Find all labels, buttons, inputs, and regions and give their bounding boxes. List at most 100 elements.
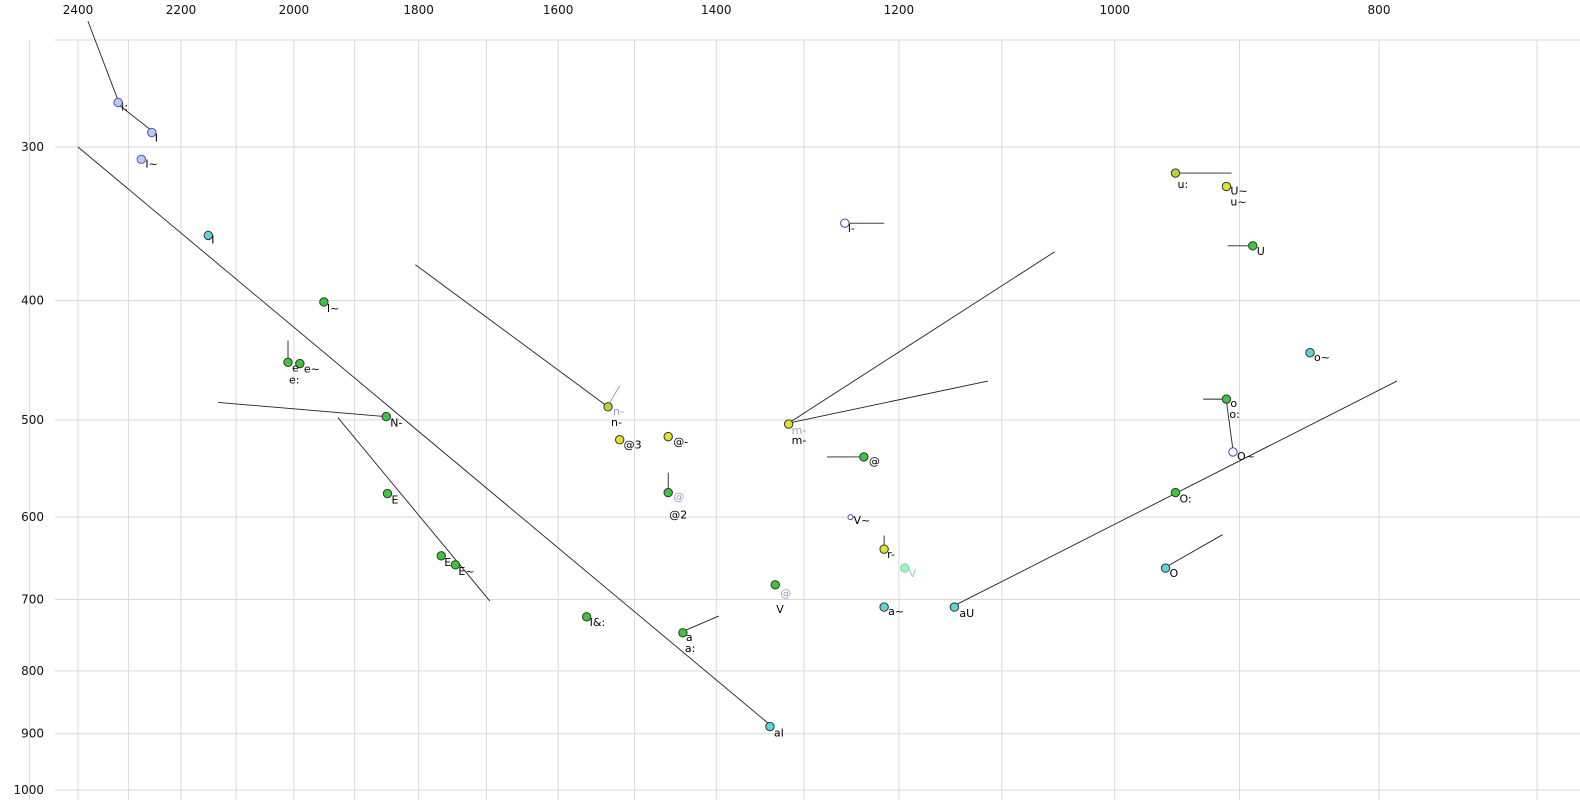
vowel-point-E[interactable] [382, 488, 393, 499]
point-label: V [909, 567, 917, 580]
point-label: o [1230, 397, 1237, 410]
y-tick-label: 800 [21, 664, 44, 678]
x-tick-label: 1400 [701, 3, 732, 17]
trajectory-line [681, 615, 720, 633]
vowel-point-@-[interactable] [663, 431, 673, 442]
point-label: m- [792, 434, 807, 447]
vowel-point-E[interactable] [436, 551, 446, 561]
y-tick-label: 400 [21, 294, 44, 308]
vowel-point-m-[interactable] [783, 419, 794, 429]
x-tick-label: 1200 [884, 3, 915, 17]
vowel-point-l-[interactable] [840, 218, 850, 228]
y-tick-label: 900 [21, 727, 44, 741]
vowel-point-I~[interactable] [136, 154, 147, 165]
vowel-point-O:[interactable] [1170, 487, 1181, 498]
point-label: O: [1179, 493, 1191, 506]
vowel-point-V[interactable] [900, 563, 910, 573]
point-label: I [211, 233, 214, 246]
x-tick-label: 2000 [279, 3, 310, 17]
trajectory-line [788, 380, 989, 424]
vowel-point-e~[interactable] [295, 358, 305, 369]
point-label: a~ [888, 605, 904, 618]
point-label: o: [1229, 408, 1239, 421]
point-label: e: [289, 373, 299, 386]
point-label: m- [792, 424, 807, 437]
point-label: U~ [1230, 184, 1247, 197]
trajectory-lines [77, 20, 1398, 726]
vowel-point-I[interactable] [147, 127, 157, 138]
point-label: N- [390, 417, 402, 430]
trajectory-line [117, 104, 153, 132]
point-label: U [1257, 245, 1265, 258]
point-label: I~ [145, 157, 157, 170]
vowel-point-aU[interactable] [949, 602, 960, 612]
trajectory-line [1165, 534, 1223, 568]
vowel-point-aI[interactable] [765, 721, 775, 732]
point-label: i: [121, 100, 128, 113]
vowel-point-@[interactable] [859, 452, 869, 462]
point-label: E [392, 494, 399, 507]
trajectory-line [87, 20, 119, 101]
vowel-point-U~[interactable] [1221, 181, 1232, 192]
trajectory-line [337, 417, 491, 602]
trajectory-line [1225, 401, 1234, 450]
point-label: V~ [853, 514, 870, 527]
vowel-point-@2[interactable] [663, 487, 673, 498]
vowel-point-O[interactable] [1160, 563, 1171, 573]
vowel-point-a~[interactable] [879, 602, 889, 612]
x-tick-label: 800 [1368, 3, 1391, 17]
point-label: @2 [669, 509, 687, 522]
point-label: a: [685, 642, 695, 655]
x-tick-label: 1600 [543, 3, 574, 17]
trajectory-line [218, 401, 385, 418]
point-label: n- [611, 416, 622, 429]
x-tick-label: 1000 [1099, 3, 1130, 17]
vowel-point-U[interactable] [1248, 241, 1258, 251]
vowel-point-o~[interactable] [1305, 348, 1315, 358]
vowel-point-o[interactable] [1221, 394, 1232, 404]
point-label: I [155, 132, 158, 145]
point-label: I~ [327, 302, 339, 315]
point-label: @ [869, 455, 880, 468]
point-label: @ [780, 587, 791, 600]
x-tick-label: 1800 [403, 3, 434, 17]
vowel-point-N-[interactable] [381, 411, 391, 422]
point-label: @3 [624, 439, 642, 452]
vowel-point-a[interactable] [678, 628, 688, 638]
vowel-point-@3[interactable] [614, 435, 625, 445]
axis-x-tick-labels: 2400 2200 2000 1800 1600 1400 1200 1000 800 [63, 3, 1391, 17]
data-points [113, 97, 1315, 732]
point-label: r- [887, 548, 895, 561]
vowel-point-V~[interactable] [847, 514, 854, 521]
vowel-point-O~[interactable] [1228, 447, 1238, 457]
vowel-point-r-[interactable] [879, 544, 889, 554]
point-label: V [776, 603, 784, 616]
y-tick-label: 700 [21, 593, 44, 607]
point-label: u~ [1230, 195, 1246, 208]
x-tick-label: 2400 [63, 3, 94, 17]
point-label: @ [673, 491, 684, 504]
vowel-point-E~[interactable] [450, 560, 461, 570]
point-label: O [1170, 567, 1179, 580]
trajectory-line [607, 385, 621, 406]
point-label: n- [613, 405, 624, 418]
point-label: l- [848, 222, 855, 235]
trajectory-line [77, 146, 771, 726]
point-label: o~ [1314, 351, 1330, 364]
point-label: aU [959, 607, 974, 620]
point-label: O~ [1237, 450, 1255, 463]
vowel-point-n-[interactable] [603, 402, 613, 412]
point-label: e~ [304, 363, 320, 376]
vowel-point-i:[interactable] [113, 97, 123, 108]
point-label: aI [774, 727, 784, 740]
y-tick-label: 600 [21, 510, 44, 524]
point-labels: i:II~II~ee:e~N-EEE~n-n-@3 @-@@2@VI&:aa:aI… [121, 100, 1330, 739]
vowel-point-I[interactable] [203, 230, 213, 241]
vowel-point-u:[interactable] [1170, 168, 1181, 178]
x-tick-label: 2200 [166, 3, 197, 17]
vowel-point-V[interactable] [770, 580, 780, 590]
vowel-point-I~[interactable] [319, 297, 329, 307]
vowel-point-e[interactable] [283, 357, 293, 368]
vowel-point-I&:[interactable] [581, 612, 592, 622]
